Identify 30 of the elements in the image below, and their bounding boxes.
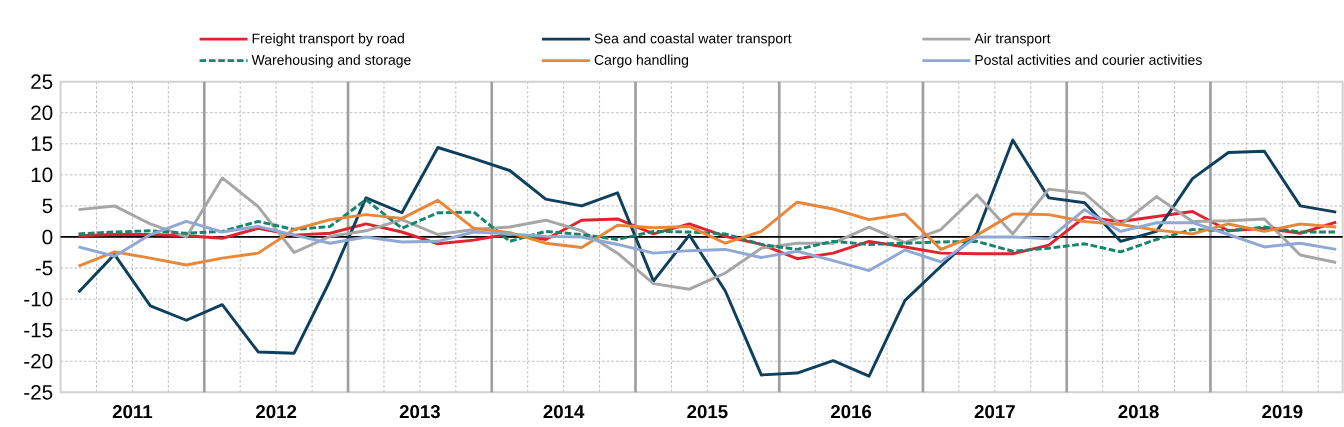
x-tick-label: 2014: [543, 405, 585, 419]
line-series: [77, 198, 1338, 268]
y-tick-label: 5: [42, 198, 53, 214]
y-tick-label: 15: [31, 136, 53, 152]
x-tick-label: 2017: [974, 405, 1015, 419]
y-tick-label: 10: [31, 167, 53, 183]
legend-label: Air transport: [974, 33, 1051, 47]
y-tick-label: -10: [24, 291, 53, 307]
y-tick-label: 20: [31, 105, 53, 121]
legend-label: Postal activities and courier activities: [975, 54, 1202, 65]
x-tick-label: 2015: [687, 405, 728, 419]
x-tick-label: 2013: [399, 405, 440, 419]
x-tick-label: 2012: [256, 405, 297, 419]
x-tick-label: 2018: [1118, 405, 1159, 419]
y-tick-label: 0: [42, 229, 53, 245]
legend-label: Cargo handling: [594, 54, 689, 68]
legend-label: Warehousing and storage: [251, 54, 411, 68]
y-tick-label: -5: [35, 260, 53, 276]
y-tick-label: -15: [24, 322, 53, 338]
legend-label: Freight transport by road: [252, 33, 404, 47]
x-tick-label: 2016: [830, 405, 872, 419]
line-series: [77, 198, 1338, 254]
y-tick-label: 25: [31, 74, 53, 89]
x-tick-label: 2019: [1262, 405, 1303, 419]
x-tick-label: 2011: [112, 405, 153, 419]
y-tick-label: -20: [24, 353, 53, 369]
legend-label: Sea and coastal water transport: [594, 33, 792, 47]
y-tick-label: -25: [24, 385, 53, 400]
line-series: [77, 208, 1338, 273]
line-series: [77, 138, 1338, 378]
